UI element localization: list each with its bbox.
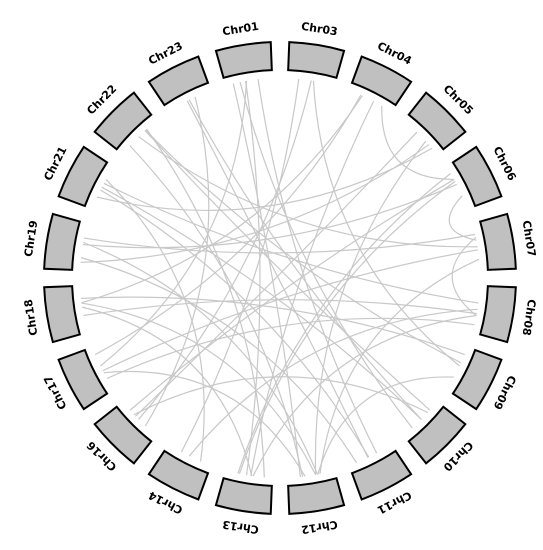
chromosome-block-chr05 bbox=[407, 91, 467, 151]
link-chr17-chr01 bbox=[100, 80, 248, 367]
chromosome-label-chr04: Chr04 bbox=[375, 39, 414, 67]
link-chr13-chr06 bbox=[238, 180, 456, 475]
link-chr21-chr11 bbox=[100, 189, 370, 458]
chromosome-label-chr01: Chr01 bbox=[221, 20, 259, 39]
link-chr23-chr10 bbox=[188, 99, 422, 420]
chromosome-block-chr04 bbox=[350, 55, 413, 107]
chromosome-block-chr19 bbox=[43, 212, 82, 271]
chromosome-label-chr23: Chr23 bbox=[146, 39, 185, 67]
chromosome-label-chr12: Chr12 bbox=[300, 518, 338, 537]
link-chr01-chr13 bbox=[245, 80, 261, 476]
chromosome-block-chr21 bbox=[57, 145, 109, 208]
chromosome-label-chr03: Chr03 bbox=[300, 20, 338, 39]
chromosome-block-chr03 bbox=[287, 41, 346, 80]
chromosome-block-chr08 bbox=[478, 285, 517, 344]
link-chr22-chr09 bbox=[144, 129, 462, 364]
chromosome-block-chr13 bbox=[214, 476, 273, 515]
chromosome-block-chr22 bbox=[93, 91, 153, 151]
link-chr16-chr23 bbox=[144, 96, 210, 427]
chromosome-block-chr23 bbox=[147, 55, 210, 107]
link-chr13-chr18 bbox=[81, 306, 253, 477]
link-chr03-chr16 bbox=[138, 80, 312, 420]
link-chr07-chr12 bbox=[319, 258, 480, 475]
chromosome-block-chr11 bbox=[350, 449, 413, 501]
link-chr10-chr01 bbox=[239, 81, 413, 429]
link-chr09-chr12 bbox=[317, 376, 454, 475]
chromosome-block-chr14 bbox=[147, 449, 210, 501]
chromosome-label-chr18: Chr18 bbox=[22, 298, 41, 336]
chromosome-label-chr19: Chr19 bbox=[22, 219, 41, 257]
link-chr13-chr22 bbox=[146, 128, 265, 478]
link-chr12-chr17 bbox=[103, 371, 306, 477]
link-chr09-chr03 bbox=[312, 80, 460, 367]
chromosome-label-chr09: Chr09 bbox=[490, 373, 518, 412]
links-layer bbox=[80, 78, 480, 478]
link-chr06-chr07 bbox=[448, 195, 477, 241]
link-chr18-chr08 bbox=[83, 299, 477, 317]
chromosome-block-chr01 bbox=[214, 41, 273, 80]
link-chr04-chr06 bbox=[381, 105, 455, 181]
link-chr18-chr12 bbox=[81, 302, 317, 476]
link-chr14-chr08 bbox=[188, 308, 478, 457]
link-chr17-chr04 bbox=[94, 94, 362, 356]
chromosome-block-chr16 bbox=[93, 405, 153, 465]
link-chr07-chr08 bbox=[451, 236, 477, 317]
chromosome-block-chr18 bbox=[43, 285, 82, 344]
link-chr19-chr05 bbox=[80, 144, 430, 263]
link-chr04-chr18 bbox=[81, 95, 363, 304]
chromosome-block-chr17 bbox=[57, 348, 109, 411]
chromosome-block-chr12 bbox=[287, 476, 346, 515]
link-chr22-chr12 bbox=[129, 145, 304, 477]
chromosome-label-chr13: Chr13 bbox=[221, 518, 259, 537]
link-chr07-chr22 bbox=[138, 136, 478, 248]
chromosome-block-chr09 bbox=[451, 348, 503, 411]
link-chr08-chr13 bbox=[252, 314, 477, 477]
chromosome-labels: Chr01 Chr03Chr04Chr05Chr06Chr07Chr08Chr09… bbox=[22, 20, 538, 536]
chromosome-block-chr07 bbox=[478, 212, 517, 271]
chromosome-label-chr07: Chr07 bbox=[520, 219, 539, 257]
chromosome-label-chr06: Chr06 bbox=[490, 144, 518, 183]
link-chr10-chr22 bbox=[144, 130, 431, 411]
chromosome-label-chr08: Chr08 bbox=[520, 298, 539, 336]
link-chr04-chr13 bbox=[250, 100, 375, 476]
link-chr11-chr23 bbox=[186, 100, 369, 458]
chromosome-label-chr21: Chr21 bbox=[41, 144, 69, 183]
chromosome-block-chr06 bbox=[451, 145, 503, 208]
link-chr05-chr21 bbox=[96, 147, 433, 212]
link-chr08-chr17 bbox=[106, 317, 475, 379]
chromosome-label-chr14: Chr14 bbox=[146, 488, 185, 516]
link-chr01-chr11 bbox=[257, 79, 378, 454]
chromosome-label-chr11: Chr11 bbox=[375, 488, 414, 516]
link-chr01-chr12 bbox=[232, 83, 301, 478]
chromosome-block-chr10 bbox=[407, 405, 467, 465]
link-chr10-chr21 bbox=[101, 186, 422, 420]
link-chr11-chr19 bbox=[80, 257, 358, 464]
link-chr10-chr16 bbox=[133, 376, 429, 416]
link-chr05-chr12 bbox=[314, 140, 427, 475]
chromosome-ring bbox=[43, 41, 517, 515]
link-chr07-chr19 bbox=[83, 233, 476, 254]
link-chr08-chr21 bbox=[103, 182, 479, 304]
link-chr07-chr17 bbox=[102, 249, 479, 372]
chromosome-label-chr17: Chr17 bbox=[41, 373, 69, 412]
link-chr06-chr13 bbox=[237, 173, 451, 474]
link-chr16-chr06 bbox=[129, 178, 455, 411]
